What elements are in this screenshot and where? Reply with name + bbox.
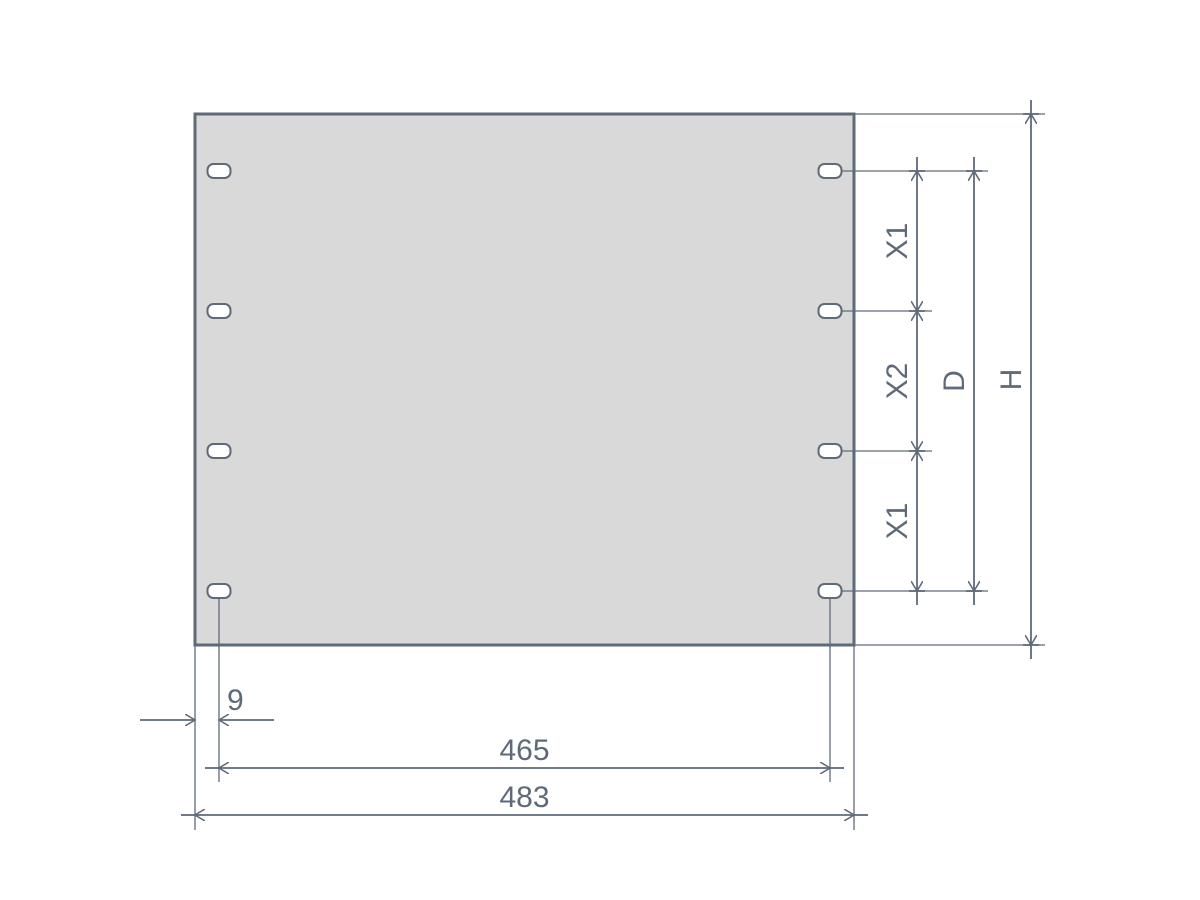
dim-label-d: D [938, 370, 971, 392]
dim-label-465: 465 [499, 734, 549, 767]
panel-plate [195, 114, 854, 645]
mounting-slot [208, 164, 231, 178]
dim-label-x2: X2 [881, 363, 914, 400]
dim-label-9: 9 [227, 684, 244, 717]
mounting-slot [819, 444, 842, 458]
mounting-slot [208, 584, 231, 598]
technical-drawing: 9 465 483 X1 X2 X1 D H [0, 0, 1200, 900]
mounting-slot [208, 304, 231, 318]
dim-label-483: 483 [499, 781, 549, 814]
dim-label-x1-top: X1 [881, 223, 914, 260]
mounting-slot [208, 444, 231, 458]
dim-label-h: H [995, 369, 1028, 391]
dim-label-x1-bottom: X1 [881, 503, 914, 540]
mounting-slot [819, 164, 842, 178]
mounting-slot [819, 304, 842, 318]
mounting-slot [819, 584, 842, 598]
